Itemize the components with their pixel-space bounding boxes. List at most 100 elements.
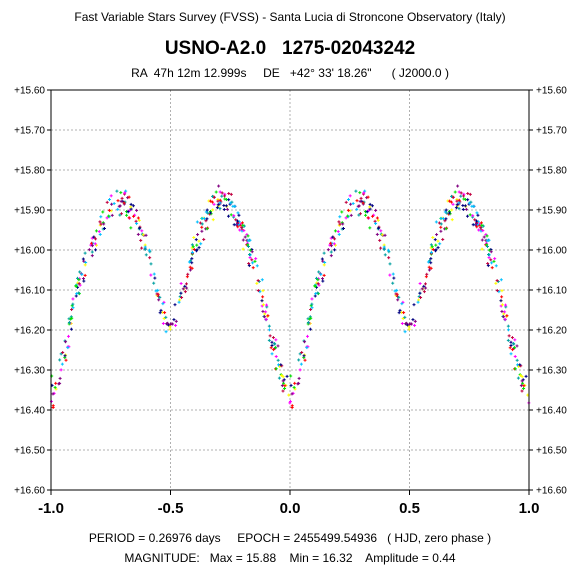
data-point: [397, 311, 401, 315]
data-point: [241, 238, 245, 242]
data-point: [344, 200, 348, 204]
data-point: [183, 290, 187, 294]
data-point: [437, 221, 441, 225]
data-point: [475, 222, 479, 226]
data-point: [370, 204, 374, 208]
data-point: [258, 290, 262, 294]
data-point: [102, 227, 106, 231]
data-point: [503, 317, 507, 321]
data-point: [155, 292, 159, 296]
data-point: [122, 201, 126, 205]
data-point: [447, 211, 451, 215]
data-point: [123, 191, 127, 195]
data-point: [333, 237, 337, 241]
x-tick-label: 0.0: [280, 500, 301, 517]
data-point: [292, 385, 296, 389]
data-point: [87, 248, 91, 252]
data-point: [94, 229, 98, 233]
data-point: [281, 389, 285, 393]
data-point: [211, 218, 215, 222]
data-point: [124, 189, 128, 193]
data-point: [405, 321, 409, 325]
data-point: [475, 211, 479, 215]
data-point: [338, 222, 342, 226]
data-point: [274, 338, 278, 342]
data-point: [105, 200, 109, 204]
data-point: [413, 319, 417, 323]
data-point: [471, 223, 475, 227]
data-point: [480, 223, 484, 227]
data-point: [329, 244, 333, 248]
data-point: [386, 248, 390, 252]
data-point: [247, 253, 251, 257]
data-point: [494, 264, 498, 268]
data-point: [218, 198, 222, 202]
data-point: [499, 278, 503, 282]
data-point: [77, 282, 81, 286]
data-point: [422, 290, 426, 294]
data-point: [401, 316, 405, 320]
data-point: [254, 257, 258, 261]
data-point: [205, 208, 209, 212]
data-point: [236, 225, 240, 229]
data-point: [196, 233, 200, 237]
data-point: [485, 245, 489, 249]
data-point: [78, 270, 82, 274]
data-point: [377, 226, 381, 230]
data-point: [333, 248, 337, 252]
data-point: [319, 272, 323, 276]
data-point: [486, 264, 490, 268]
data-point: [210, 200, 214, 204]
data-point: [287, 393, 291, 397]
data-point: [355, 199, 359, 203]
data-point: [236, 222, 240, 226]
data-point: [58, 358, 62, 362]
data-point: [243, 235, 247, 239]
data-point: [132, 214, 136, 218]
data-point: [131, 204, 135, 208]
y-tick-label: +16.10: [536, 286, 567, 297]
data-point: [375, 232, 379, 236]
data-point: [80, 272, 84, 276]
data-point: [443, 210, 447, 214]
data-point: [346, 208, 350, 212]
data-point: [475, 219, 479, 223]
data-point: [402, 311, 406, 315]
data-point: [299, 362, 303, 366]
data-point: [54, 381, 58, 385]
data-point: [457, 206, 461, 210]
data-point: [188, 268, 192, 272]
data-point: [435, 233, 439, 237]
data-point: [417, 298, 421, 302]
y-tick-label: +15.90: [14, 206, 45, 217]
data-point: [162, 316, 166, 320]
data-point: [248, 248, 252, 252]
data-point: [309, 316, 313, 320]
data-point: [425, 272, 429, 276]
data-point: [341, 222, 345, 226]
data-point: [202, 237, 206, 241]
data-point: [506, 324, 510, 328]
data-point: [149, 262, 153, 266]
period-epoch-info: PERIOD = 0.26976 days EPOCH = 2455499.54…: [88, 531, 492, 545]
data-point: [98, 220, 102, 224]
data-point: [135, 208, 139, 212]
data-point: [178, 298, 182, 302]
data-point: [455, 203, 459, 207]
data-point: [255, 281, 259, 285]
data-point: [515, 358, 519, 362]
data-point: [322, 273, 326, 277]
data-point: [317, 270, 321, 274]
data-point: [144, 253, 148, 257]
data-point: [140, 246, 144, 250]
data-point: [495, 279, 499, 283]
data-point: [509, 344, 513, 348]
data-point: [519, 373, 523, 377]
data-point: [270, 344, 274, 348]
data-point: [524, 374, 528, 378]
data-point: [317, 283, 321, 287]
data-point: [185, 286, 189, 290]
data-point: [267, 338, 271, 342]
data-point: [66, 334, 70, 338]
data-point: [197, 239, 201, 243]
